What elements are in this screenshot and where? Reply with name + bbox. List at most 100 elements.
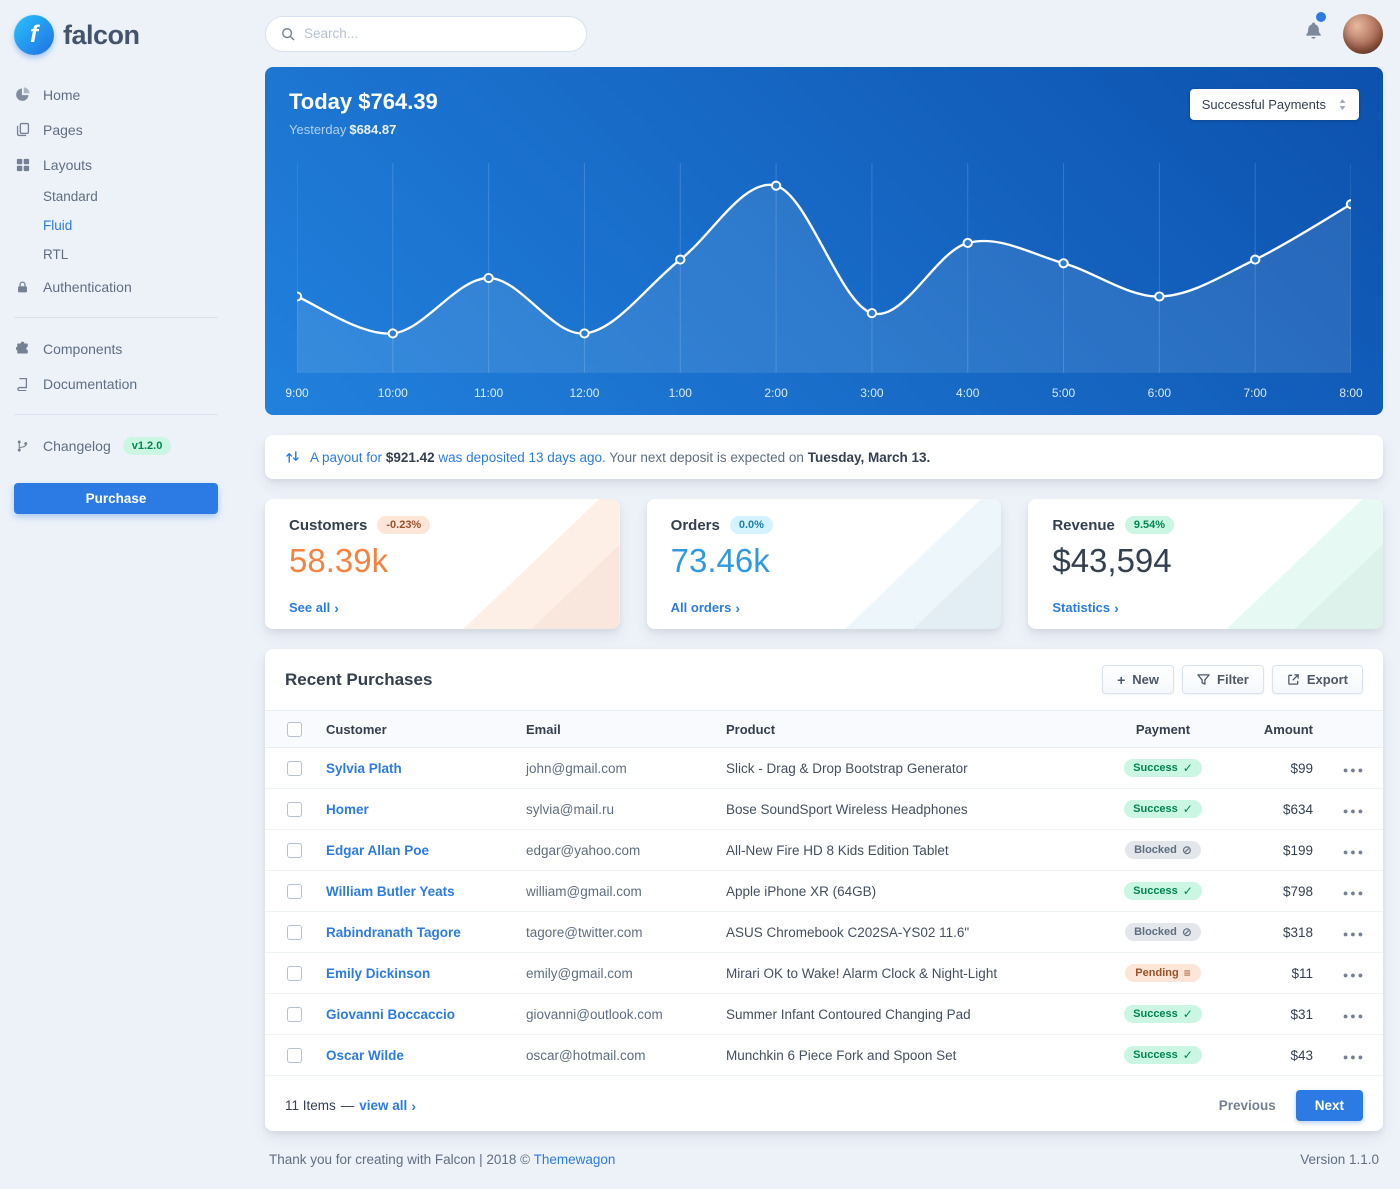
view-all-link[interactable]: view all › <box>359 1097 416 1114</box>
success-icon: ✓ <box>1182 1048 1193 1063</box>
stat-cards-row: Customers -0.23% 58.39k See all › Orders … <box>265 499 1384 630</box>
row-checkbox[interactable] <box>287 843 302 859</box>
sidebar-item-layouts[interactable]: Layouts <box>14 147 218 182</box>
sidebar-item-standard[interactable]: Standard <box>43 182 218 211</box>
chevron-right-icon: › <box>735 599 741 616</box>
purchase-button[interactable]: Purchase <box>14 483 218 514</box>
row-menu-button[interactable]: ●●● <box>1342 928 1366 939</box>
success-icon: ✓ <box>1182 884 1193 899</box>
payout-link[interactable]: was deposited 13 days ago. <box>438 449 606 465</box>
stat-link[interactable]: All orders › <box>670 599 741 616</box>
row-menu-button[interactable]: ●●● <box>1342 846 1366 857</box>
email-cell: william@gmail.com <box>514 870 714 913</box>
table-header-row: Customer Email Product Payment Amount <box>265 710 1383 749</box>
stat-title: Orders <box>670 516 720 534</box>
email-cell: john@gmail.com <box>514 747 714 790</box>
email-cell: emily@gmail.com <box>514 952 714 995</box>
column-header-email[interactable]: Email <box>514 710 714 749</box>
payout-link[interactable]: A payout for <box>310 449 383 465</box>
row-menu-button[interactable]: ●●● <box>1342 1010 1366 1021</box>
sidebar-item-rtl[interactable]: RTL <box>43 240 218 269</box>
recent-purchases-card: Recent Purchases + New Filter Export <box>265 649 1383 1131</box>
column-header-product[interactable]: Product <box>714 710 1093 749</box>
brand-logo[interactable]: f falcon <box>0 0 232 77</box>
column-header-customer[interactable]: Customer <box>314 710 514 749</box>
row-menu-button[interactable]: ●●● <box>1342 805 1366 816</box>
row-menu-button[interactable]: ●●● <box>1342 887 1366 898</box>
customer-link[interactable]: Sylvia Plath <box>326 760 402 776</box>
row-checkbox[interactable] <box>287 761 302 777</box>
row-checkbox[interactable] <box>287 966 302 982</box>
payment-status-badge: Pending ≡ <box>1125 964 1201 983</box>
sidebar-item-authentication[interactable]: Authentication <box>14 269 218 304</box>
chart-subtitle: Yesterday $684.87 <box>289 122 397 138</box>
stat-link[interactable]: Statistics › <box>1052 599 1119 616</box>
topbar <box>265 0 1383 67</box>
customer-link[interactable]: Oscar Wilde <box>326 1047 404 1063</box>
new-button[interactable]: + New <box>1102 665 1175 695</box>
purchases-table-body: Sylvia Plath john@gmail.com Slick - Drag… <box>265 747 1383 1077</box>
x-axis-label: 4:00 <box>956 386 980 401</box>
row-menu-button[interactable]: ●●● <box>1342 969 1366 980</box>
row-checkbox[interactable] <box>287 802 302 818</box>
falcon-logo-icon: f <box>14 15 54 55</box>
sidebar: f falcon Home Pages Layouts Standard <box>0 0 232 1189</box>
previous-page-link[interactable]: Previous <box>1218 1098 1276 1114</box>
customer-link[interactable]: Edgar Allan Poe <box>326 842 430 858</box>
sidebar-item-home[interactable]: Home <box>14 77 218 112</box>
x-axis-label: 2:00 <box>764 386 788 401</box>
search-box[interactable] <box>265 15 587 52</box>
product-cell: All-New Fire HD 8 Kids Edition Tablet <box>714 829 1093 872</box>
row-menu-button[interactable]: ●●● <box>1342 764 1366 775</box>
stat-value: $43,594 <box>1052 542 1172 580</box>
select-all-checkbox[interactable] <box>287 722 302 738</box>
notifications-button[interactable] <box>1300 12 1327 50</box>
column-header-payment[interactable]: Payment <box>1093 710 1233 749</box>
customer-link[interactable]: William Butler Yeats <box>326 883 455 899</box>
footer-credit: Thank you for creating with Falcon | 201… <box>269 1152 616 1167</box>
sidebar-item-components[interactable]: Components <box>14 331 218 366</box>
sort-arrows-icon <box>1339 99 1346 111</box>
row-checkbox[interactable] <box>287 884 302 900</box>
bell-icon <box>1306 22 1321 39</box>
row-checkbox[interactable] <box>287 1007 302 1023</box>
customer-link[interactable]: Giovanni Boccaccio <box>326 1006 456 1022</box>
payout-amount: $921.42 <box>385 449 435 465</box>
sidebar-item-pages[interactable]: Pages <box>14 112 218 147</box>
row-checkbox[interactable] <box>287 1048 302 1064</box>
row-checkbox[interactable] <box>287 925 302 941</box>
sidebar-divider <box>14 317 218 318</box>
column-header-amount[interactable]: Amount <box>1233 710 1325 749</box>
export-button[interactable]: Export <box>1271 665 1363 695</box>
customer-link[interactable]: Emily Dickinson <box>326 965 431 981</box>
chart-title: Today $764.39 <box>289 89 438 115</box>
user-avatar[interactable] <box>1343 13 1383 54</box>
amount-cell: $31 <box>1233 993 1325 1036</box>
themewagon-link[interactable]: Themewagon <box>533 1152 616 1167</box>
payment-status-badge: Blocked ⊘ <box>1125 923 1201 942</box>
nav-label: Home <box>43 86 81 103</box>
stat-value: 58.39k <box>289 542 389 580</box>
sidebar-item-changelog[interactable]: Changelog v1.2.0 <box>14 428 218 463</box>
nav-label: Changelog <box>43 437 111 454</box>
sidebar-item-fluid[interactable]: Fluid <box>43 211 218 240</box>
stat-title: Customers <box>289 516 368 534</box>
chart-filter-dropdown[interactable]: Successful Payments <box>1189 89 1359 121</box>
customer-link[interactable]: Homer <box>326 801 369 817</box>
email-cell: tagore@twitter.com <box>514 911 714 954</box>
table-row: Rabindranath Tagore tagore@twitter.com A… <box>265 911 1383 954</box>
customer-link[interactable]: Rabindranath Tagore <box>326 924 461 940</box>
stat-link[interactable]: See all › <box>289 599 339 616</box>
chart-x-labels: 9:00 10:00 11:00 12:00 1:00 2:00 3:00 4:00 5:00 6… <box>285 386 1362 401</box>
next-page-button[interactable]: Next <box>1295 1090 1363 1122</box>
search-input[interactable] <box>304 26 571 42</box>
x-axis-label: 8:00 <box>1339 386 1363 401</box>
purchases-table: Customer Email Product Payment Amount Sy… <box>265 710 1383 1077</box>
blocked-icon: ⊘ <box>1181 925 1192 940</box>
deposit-date: Tuesday, March 13. <box>807 449 931 465</box>
row-menu-button[interactable]: ●●● <box>1342 1051 1366 1062</box>
filter-button[interactable]: Filter <box>1182 665 1264 695</box>
filter-funnel-icon <box>1197 674 1210 685</box>
product-cell: Slick - Drag & Drop Bootstrap Generator <box>714 747 1093 790</box>
sidebar-item-documentation[interactable]: Documentation <box>14 366 218 401</box>
